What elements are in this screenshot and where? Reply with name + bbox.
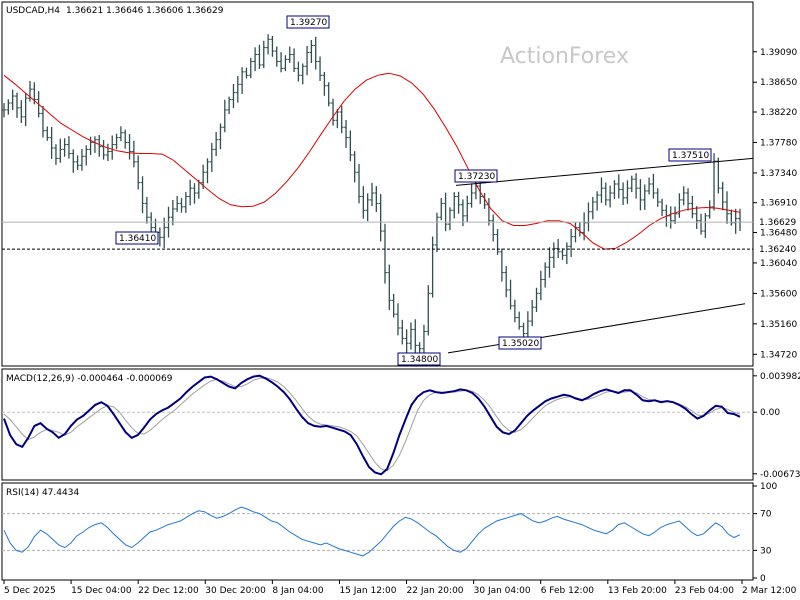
time-axis-label: 30 Dec 20:00 (205, 586, 266, 596)
macd-axis: 0.003982 0.00 -0.006737 (753, 372, 800, 480)
time-axis-label: 5 Dec 2025 (4, 586, 56, 596)
time-axis-label: 13 Feb 20:00 (608, 586, 667, 596)
macd-macd-line (3, 374, 741, 476)
price-annotation-label: 1.37510 (672, 151, 709, 161)
channel-lower-line (447, 303, 746, 354)
current-price-label: 1.36629 (759, 218, 796, 228)
price-annotation-box (668, 148, 712, 162)
trend-lines (2, 157, 754, 354)
price-axis-label: 1.37340 (760, 169, 797, 179)
rsi-line (3, 506, 741, 557)
macd-axis-label: 0.003982 (760, 372, 800, 382)
time-axis-label: 2 Mar 12:00 (742, 586, 797, 596)
rsi-panel: RSI(14) 47.4434 100 70 30 0 (1, 482, 777, 584)
price-axis-label: 1.35600 (760, 289, 797, 299)
ohlc-label: 1.36621 1.36646 1.36606 1.36629 (66, 6, 224, 16)
price-annotation-label: 1.35020 (502, 339, 539, 349)
time-axis-label: 22 Jan 20:00 (407, 586, 464, 596)
price-axis: 1.39090 1.38650 1.38220 1.37780 1.37340 1.369… (753, 48, 797, 360)
rsi-axis-label: 30 (760, 546, 772, 556)
rsi-title: RSI(14) 47.4434 (6, 488, 79, 498)
channel-upper-line (455, 157, 754, 186)
time-axis-label: 8 Jan 04:00 (272, 586, 324, 596)
rsi-axis-label: 0 (760, 574, 766, 584)
price-panel: USDCAD,H4 1.36621 1.36646 1.36606 1.3662… (1, 1, 754, 367)
price-axis-label: 1.38220 (760, 108, 797, 118)
price-annotations: 1.39270 1.36410 1.37230 1.37510 1.34800 1.350… (115, 15, 712, 366)
time-axis-label: 15 Dec 04:00 (71, 586, 132, 596)
moving-average (3, 72, 741, 250)
watermark: ActionForex (500, 44, 629, 69)
time-axis-label: 23 Feb 04:00 (675, 586, 734, 596)
price-annotation-box (498, 336, 542, 350)
rsi-axis-label: 100 (760, 482, 777, 492)
price-annotation-label: 1.34800 (401, 355, 438, 365)
price-axis-label: 1.36040 (760, 259, 797, 269)
price-annotation-label: 1.36410 (119, 234, 156, 244)
price-annotation-box (454, 169, 498, 183)
macd-panel: MACD(12,26,9) -0.000464 -0.000069 0.0039… (1, 368, 800, 481)
time-axis-label: 15 Jan 12:00 (339, 586, 396, 596)
price-axis-label: 1.35160 (760, 320, 797, 330)
time-axis-label: 22 Dec 12:00 (138, 586, 199, 596)
rsi-axis-label: 70 (760, 510, 772, 520)
time-axis-label: 30 Jan 04:00 (474, 586, 531, 596)
macd-axis-label: 0.00 (760, 408, 780, 418)
price-annotation-box (397, 352, 441, 366)
macd-title: MACD(12,26,9) -0.000464 -0.000069 (6, 374, 173, 384)
macd-lines (2, 374, 753, 476)
price-annotation-label: 1.39270 (290, 18, 327, 28)
price-axis-label: 1.38650 (760, 78, 797, 88)
price-axis-label: 1.39090 (760, 48, 797, 58)
price-annotation-box (286, 15, 330, 29)
time-axis: 5 Dec 2025 15 Dec 04:00 22 Dec 12:00 30 Dec… (3, 580, 797, 596)
current-price-box (755, 216, 797, 229)
rsi-axis: 100 70 30 0 (753, 482, 777, 584)
price-axis-label: 1.34720 (760, 350, 797, 360)
support-price-box (755, 243, 797, 256)
support-price-label: 1.36240 (759, 245, 796, 255)
time-axis-label: 6 Feb 12:00 (541, 586, 595, 596)
price-axis-label: 1.36910 (760, 199, 797, 209)
price-axis-label: 1.37780 (760, 138, 797, 148)
rsi-lines (2, 506, 753, 557)
price-annotation-box (115, 231, 159, 245)
moving-average-line (3, 72, 741, 250)
symbol-label: USDCAD,H4 (6, 6, 60, 16)
price-axis-label: 1.36480 (760, 228, 797, 238)
macd-axis-label: -0.006737 (760, 470, 800, 480)
price-annotation-label: 1.37230 (458, 172, 495, 182)
